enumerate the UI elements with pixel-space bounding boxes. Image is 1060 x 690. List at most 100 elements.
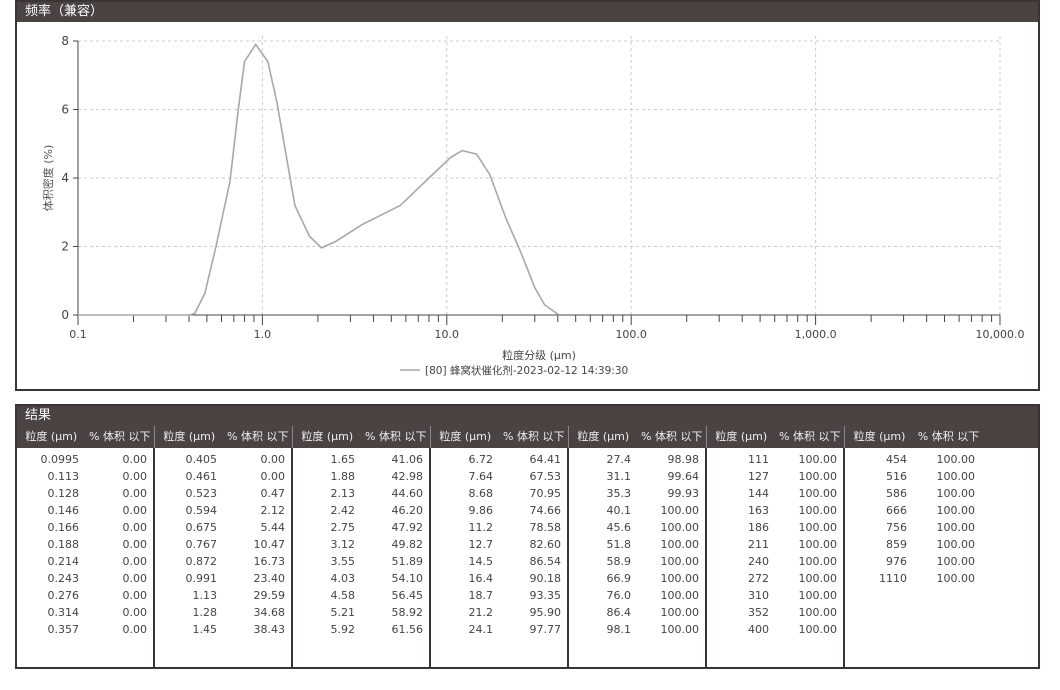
size-cell: 0.357 (47, 623, 80, 636)
table-row: 0.243 0.00 (17, 570, 155, 587)
volume-cell: 100.00 (798, 606, 838, 619)
results-panel: 结果 粒度 (µm)% 体积 以下 粒度 (µm)% 体积 以下 粒度 (µm)% … (15, 404, 1040, 669)
volume-cell: 100.00 (660, 589, 700, 602)
size-cell: 0.276 (47, 589, 80, 602)
size-cell: 6.72 (468, 453, 494, 466)
results-column-group: 0.0995 0.00 0.113 0.00 0.128 0.00 0.146 0.00 0.1… (17, 448, 155, 667)
header-volume: % 体积 以下 (917, 430, 980, 443)
table-row: 976 100.00 (845, 553, 983, 570)
volume-cell: 44.60 (391, 487, 424, 500)
table-row: 1.13 29.59 (155, 587, 293, 604)
table-row: 0.214 0.00 (17, 553, 155, 570)
table-row: 0.405 0.00 (155, 451, 293, 468)
size-cell: 8.68 (468, 487, 494, 500)
column-header-group: 粒度 (µm) % 体积 以下 (431, 426, 569, 448)
table-row: 352 100.00 (707, 604, 845, 621)
volume-cell: 100.00 (798, 538, 838, 551)
size-cell: 2.75 (330, 521, 356, 534)
table-row: 163 100.00 (707, 502, 845, 519)
table-row: 21.2 95.90 (431, 604, 569, 621)
size-cell: 12.7 (468, 538, 494, 551)
table-row: 14.5 86.54 (431, 553, 569, 570)
table-row: 211 100.00 (707, 536, 845, 553)
size-cell: 14.5 (468, 555, 494, 568)
volume-cell: 86.54 (529, 555, 562, 568)
size-cell: 0.128 (47, 487, 80, 500)
table-row: 111 100.00 (707, 451, 845, 468)
table-row: 11.2 78.58 (431, 519, 569, 536)
volume-cell: 100.00 (936, 555, 976, 568)
volume-cell: 100.00 (798, 589, 838, 602)
size-cell: 516 (886, 470, 907, 483)
x-tick-label: 1.0 (254, 328, 272, 341)
volume-cell: 41.06 (391, 453, 424, 466)
size-cell: 144 (748, 487, 769, 500)
size-cell: 586 (886, 487, 907, 500)
volume-cell: 0.00 (260, 453, 286, 466)
size-cell: 352 (748, 606, 769, 619)
size-cell: 1.88 (330, 470, 356, 483)
volume-cell: 100.00 (798, 453, 838, 466)
volume-cell: 100.00 (798, 572, 838, 585)
table-row: 454 100.00 (845, 451, 983, 468)
table-row: 3.12 49.82 (293, 536, 431, 553)
size-cell: 0.872 (185, 555, 218, 568)
table-row: 516 100.00 (845, 468, 983, 485)
table-row: 9.86 74.66 (431, 502, 569, 519)
volume-cell: 100.00 (798, 470, 838, 483)
header-volume: % 体积 以下 (365, 430, 427, 443)
size-cell: 976 (886, 555, 907, 568)
table-row: 0.872 16.73 (155, 553, 293, 570)
size-cell: 0.166 (47, 521, 80, 534)
size-cell: 0.243 (47, 572, 80, 585)
table-row: 0.314 0.00 (17, 604, 155, 621)
size-cell: 5.21 (330, 606, 356, 619)
volume-cell: 98.98 (667, 453, 700, 466)
size-cell: 3.12 (330, 538, 356, 551)
volume-cell: 0.00 (122, 606, 148, 619)
header-size: 粒度 (µm) (577, 430, 630, 443)
size-cell: 18.7 (468, 589, 494, 602)
size-cell: 1.28 (192, 606, 218, 619)
size-cell: 0.461 (185, 470, 218, 483)
results-column-group: 1.65 41.06 1.88 42.98 2.13 44.60 2.42 46.20 2.75… (293, 448, 431, 667)
size-cell: 272 (748, 572, 769, 585)
volume-cell: 100.00 (660, 521, 700, 534)
table-row: 24.1 97.77 (431, 621, 569, 638)
volume-cell: 100.00 (798, 487, 838, 500)
series-line (78, 43, 560, 316)
header-size: 粒度 (µm) (715, 430, 768, 443)
table-row: 0.113 0.00 (17, 468, 155, 485)
size-cell: 4.03 (330, 572, 356, 585)
volume-cell: 100.00 (936, 538, 976, 551)
table-row: 51.8 100.00 (569, 536, 707, 553)
size-cell: 1.65 (330, 453, 356, 466)
table-row: 0.991 23.40 (155, 570, 293, 587)
x-tick-label: 10,000.0 (976, 328, 1025, 341)
header-volume: % 体积 以下 (89, 430, 151, 443)
size-cell: 0.214 (47, 555, 80, 568)
table-row: 1.88 42.98 (293, 468, 431, 485)
header-size: 粒度 (µm) (25, 430, 78, 443)
chart-panel: 频率（兼容） 0 2 4 6 8 0.1 1.0 10.0 100.0 1,000.0 10,000… (15, 0, 1040, 391)
table-row: 1.28 34.68 (155, 604, 293, 621)
size-cell: 0.594 (185, 504, 218, 517)
table-row: 0.357 0.00 (17, 621, 155, 638)
volume-cell: 100.00 (660, 555, 700, 568)
y-axis-label: 体积密度 (%) (41, 145, 55, 212)
volume-cell: 51.89 (391, 555, 424, 568)
table-row: 144 100.00 (707, 485, 845, 502)
size-cell: 4.58 (330, 589, 356, 602)
size-cell: 0.146 (47, 504, 80, 517)
volume-cell: 100.00 (798, 623, 838, 636)
table-row: 0.0995 0.00 (17, 451, 155, 468)
table-row: 35.3 99.93 (569, 485, 707, 502)
x-tick-label: 100.0 (615, 328, 647, 341)
table-row: 0.523 0.47 (155, 485, 293, 502)
column-header-group: 粒度 (µm) % 体积 以下 (17, 426, 155, 448)
y-tick-label: 2 (61, 240, 69, 254)
x-axis-label: 粒度分级 (µm) (502, 348, 576, 362)
volume-cell: 100.00 (936, 504, 976, 517)
volume-cell: 90.18 (529, 572, 562, 585)
size-cell: 454 (886, 453, 907, 466)
